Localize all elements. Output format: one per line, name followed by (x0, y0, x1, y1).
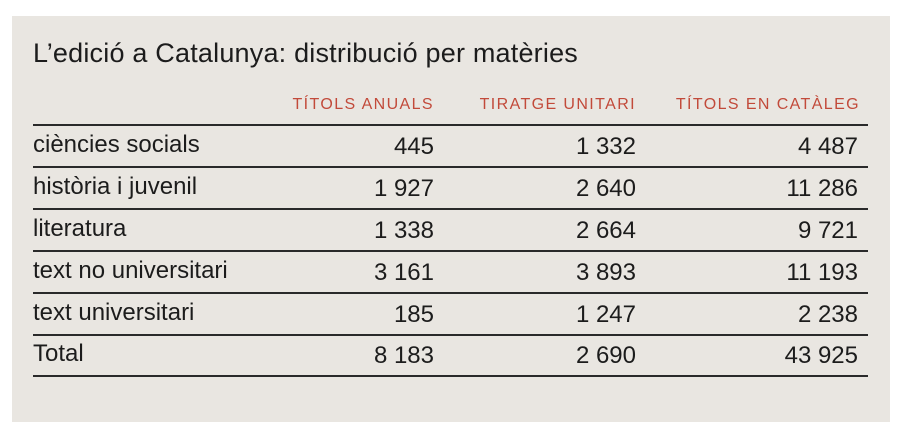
table-cell: 11 286 (786, 175, 858, 202)
table-panel: L’edició a Catalunya: distribució per ma… (12, 16, 890, 422)
row-divider (33, 208, 868, 210)
table-cell: 2 238 (797, 301, 858, 328)
row-divider (33, 292, 868, 294)
table-row-label: literatura (33, 215, 127, 242)
total-cell: 8 183 (373, 342, 434, 369)
column-header-titols-cataleg: TÍTOLS EN CATÀLEG (675, 96, 860, 113)
table-cell: 2 640 (575, 175, 636, 202)
table-cell: 1 927 (373, 175, 434, 202)
total-row-label: Total (33, 340, 84, 367)
table-row-label: text no universitari (33, 257, 228, 284)
row-divider (33, 334, 868, 336)
total-cell: 2 690 (575, 342, 636, 369)
header-rule (33, 124, 868, 126)
table-cell: 2 664 (575, 217, 636, 244)
table-cell: 1 247 (575, 301, 636, 328)
table-cell: 3 893 (575, 259, 636, 286)
row-divider (33, 250, 868, 252)
total-cell: 43 925 (784, 342, 858, 369)
table-cell: 445 (393, 133, 434, 160)
table-cell: 1 332 (575, 133, 636, 160)
table-cell: 185 (393, 301, 434, 328)
row-divider (33, 166, 868, 168)
table-title: L’edició a Catalunya: distribució per ma… (33, 38, 578, 68)
table-cell: 3 161 (373, 259, 434, 286)
table-row-label: ciències socials (33, 131, 200, 158)
table-cell: 1 338 (373, 217, 434, 244)
table-row-label: text universitari (33, 299, 195, 326)
column-header-tiratge-unitari: TIRATGE UNITARI (479, 96, 636, 113)
bottom-rule (33, 375, 868, 377)
table-cell: 11 193 (786, 259, 858, 286)
table-cell: 4 487 (797, 133, 858, 160)
column-header-titols-anuals: TÍTOLS ANUALS (292, 96, 434, 113)
table-cell: 9 721 (797, 217, 858, 244)
table-row-label: història i juvenil (33, 173, 198, 200)
